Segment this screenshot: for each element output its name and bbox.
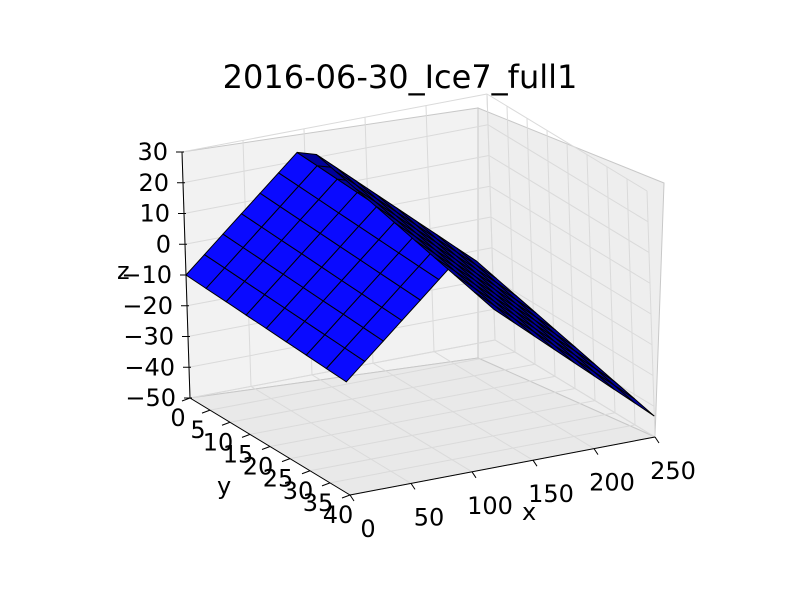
- y-tick: [341, 494, 351, 499]
- y-tick-label: 10: [203, 428, 234, 456]
- x-tick: [349, 494, 355, 502]
- y-tick-label: 30: [283, 477, 314, 505]
- y-tick: [261, 446, 271, 450]
- y-tick-label: 20: [243, 453, 274, 481]
- y-axis-title: y: [217, 472, 231, 500]
- x-tick: [593, 448, 599, 455]
- y-tick-label: 5: [190, 416, 205, 444]
- surface-facet: [473, 291, 515, 324]
- y-tick: [321, 482, 331, 487]
- x-tick-label: 150: [528, 480, 574, 508]
- x-tick-label: 50: [414, 503, 445, 531]
- z-tick-label: −50: [125, 384, 176, 412]
- x-tick-label: 100: [467, 492, 513, 520]
- z-tick-label: 20: [138, 169, 169, 197]
- y-tick: [301, 470, 311, 475]
- x-tick-label: 200: [589, 469, 635, 497]
- surface-mesh: [185, 151, 655, 417]
- x-tick-label: 0: [360, 515, 375, 543]
- z-tick-label: −30: [123, 323, 174, 351]
- y-tick: [221, 421, 231, 426]
- z-tick-label: 0: [156, 230, 171, 258]
- z-tick-label: 10: [139, 200, 170, 228]
- z-tick-labels: 30 20 100 −10 −20 −30−40 −50: [121, 138, 176, 412]
- x-axis-title: x: [522, 498, 536, 526]
- y-tick: [181, 397, 191, 402]
- y-tick: [281, 458, 291, 463]
- x-tick: [410, 483, 416, 490]
- z-axis-title: z: [117, 257, 130, 285]
- x-tick-label: 250: [650, 457, 696, 485]
- tick-marks: [176, 151, 660, 502]
- y-tick-label: 25: [263, 465, 294, 493]
- x-axis-line: [349, 436, 656, 496]
- x-tick: [654, 436, 660, 444]
- y-tick: [241, 433, 251, 438]
- y-tick-label: 15: [223, 440, 254, 468]
- chart-title: 2016-06-30_Ice7_full1: [222, 58, 578, 96]
- x-tick: [471, 471, 477, 479]
- y-tick-label: 40: [323, 501, 354, 529]
- y-tick-label: 0: [170, 404, 185, 432]
- y-tick-label: 35: [303, 489, 334, 517]
- z-tick-label: −20: [122, 292, 173, 320]
- x-tick-labels: 0 50 100 150 200 250: [360, 457, 696, 543]
- z-tick-label: −40: [124, 353, 175, 381]
- z-tick-label: 30: [137, 138, 168, 166]
- z-tick-label: −10: [121, 261, 172, 289]
- y-tick: [201, 409, 211, 414]
- x-tick: [532, 459, 538, 467]
